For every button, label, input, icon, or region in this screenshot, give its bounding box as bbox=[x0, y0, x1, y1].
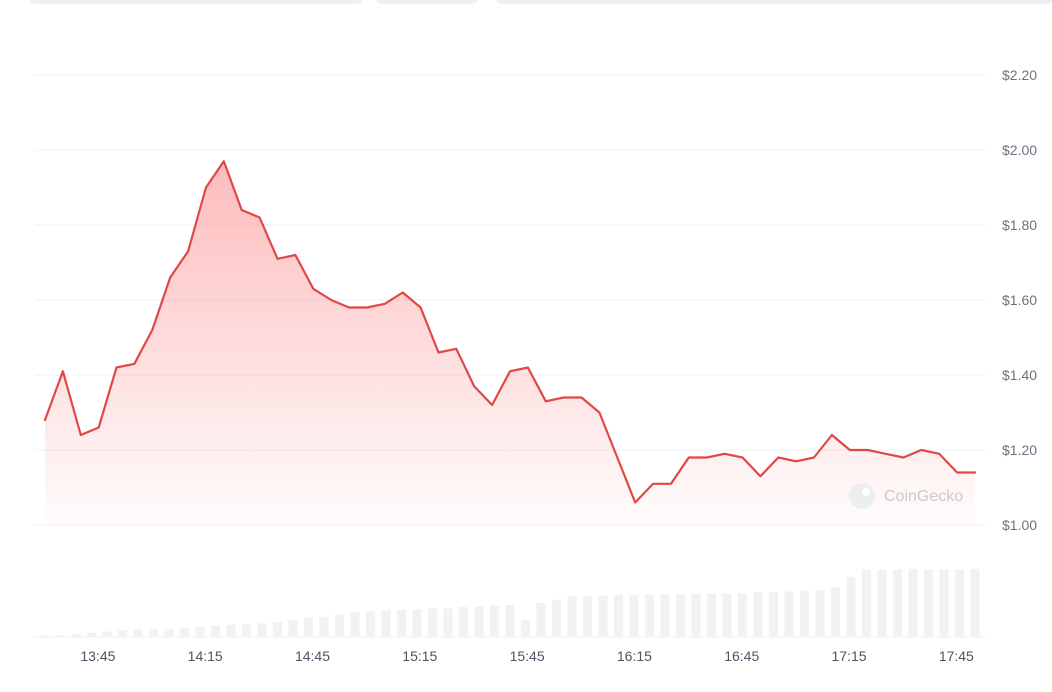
volume-bar bbox=[614, 594, 623, 637]
x-tick-label: 14:45 bbox=[295, 648, 330, 664]
volume-bar bbox=[908, 569, 918, 637]
volume-bar bbox=[831, 587, 840, 637]
x-axis: 13:45 14:15 14:45 15:15 15:45 16:15 16:45 17:15… bbox=[80, 648, 974, 664]
volume-bar bbox=[149, 628, 158, 637]
volume-bar bbox=[722, 593, 732, 637]
y-tick-label: $2.20 bbox=[1002, 67, 1037, 83]
volume-bar bbox=[133, 629, 143, 637]
volume-bar bbox=[505, 605, 515, 637]
volume-bar bbox=[288, 620, 298, 637]
y-axis: $2.20 $2.00 $1.80 $1.60 $1.40 $1.20 $1.00 bbox=[1002, 67, 1037, 533]
x-tick-label: 15:45 bbox=[510, 648, 545, 664]
volume-bar bbox=[40, 635, 50, 637]
volume-bar bbox=[211, 625, 220, 637]
volume-bar bbox=[707, 593, 716, 637]
volume-bar bbox=[924, 569, 933, 637]
x-tick-label: 16:45 bbox=[724, 648, 759, 664]
price-series-line bbox=[43, 160, 977, 504]
volume-bar bbox=[629, 594, 639, 637]
volume-bar bbox=[691, 593, 701, 637]
volume-bar bbox=[350, 612, 360, 637]
volume-bar bbox=[273, 622, 282, 637]
volume-bar bbox=[490, 605, 499, 637]
price-area bbox=[45, 161, 975, 526]
volume-bar bbox=[257, 623, 267, 637]
volume-bar bbox=[474, 606, 484, 637]
y-tick-label: $1.40 bbox=[1002, 367, 1037, 383]
volume-bar bbox=[459, 607, 468, 637]
volume-bar bbox=[660, 594, 670, 637]
top-tab-3[interactable] bbox=[496, 0, 1052, 4]
y-tick-label: $1.60 bbox=[1002, 292, 1037, 308]
coingecko-watermark: CoinGecko bbox=[849, 483, 963, 509]
volume-bar bbox=[304, 617, 313, 637]
volume-bar bbox=[428, 608, 437, 637]
volume-bar bbox=[536, 603, 546, 637]
volume-bar bbox=[862, 569, 871, 637]
volume-bar bbox=[102, 631, 112, 637]
watermark-text: CoinGecko bbox=[884, 488, 963, 505]
volume-bar bbox=[242, 624, 251, 637]
x-tick-label: 14:15 bbox=[188, 648, 223, 664]
volume-bar bbox=[893, 569, 902, 637]
x-tick-label: 15:15 bbox=[402, 648, 437, 664]
y-tick-label: $1.20 bbox=[1002, 442, 1037, 458]
volume-bar bbox=[195, 626, 205, 637]
volume-bar bbox=[753, 592, 763, 637]
top-tab-1[interactable] bbox=[30, 0, 362, 4]
volume-bar bbox=[366, 611, 375, 637]
volume-bar bbox=[583, 596, 592, 637]
price-area-fill bbox=[45, 161, 975, 526]
volume-bar bbox=[335, 614, 344, 637]
volume-bar bbox=[412, 609, 422, 637]
volume-bar bbox=[319, 616, 329, 637]
x-tick-label: 13:45 bbox=[80, 648, 115, 664]
volume-bar bbox=[970, 569, 980, 637]
x-tick-label: 16:15 bbox=[617, 648, 652, 664]
top-controls bbox=[0, 0, 1052, 8]
y-tick-label: $2.00 bbox=[1002, 142, 1037, 158]
volume-bar bbox=[784, 591, 794, 637]
top-tab-2[interactable] bbox=[376, 0, 478, 4]
volume-bar bbox=[738, 593, 747, 637]
volume-bar bbox=[676, 594, 685, 637]
volume-bar bbox=[552, 599, 561, 637]
volume-bar bbox=[180, 628, 189, 637]
volume-bar bbox=[939, 569, 949, 637]
volume-bar bbox=[598, 595, 608, 637]
volume-bar bbox=[877, 569, 887, 637]
volume-bar bbox=[769, 592, 778, 637]
volume-bar bbox=[381, 610, 391, 637]
volume-bar bbox=[815, 590, 825, 637]
volume-bar bbox=[226, 624, 236, 637]
volume-bars bbox=[40, 569, 980, 637]
y-tick-label: $1.00 bbox=[1002, 517, 1037, 533]
volume-bar bbox=[118, 630, 127, 637]
volume-bar bbox=[567, 596, 577, 637]
volume-bar bbox=[521, 620, 530, 637]
volume-bar bbox=[164, 628, 174, 637]
volume-bar bbox=[955, 569, 964, 637]
x-tick-label: 17:45 bbox=[939, 648, 974, 664]
volume-bar bbox=[87, 632, 96, 637]
volume-bar bbox=[800, 590, 809, 637]
gecko-logo-icon bbox=[849, 483, 875, 509]
volume-bar bbox=[443, 608, 453, 637]
x-tick-label: 17:15 bbox=[832, 648, 867, 664]
volume-bar bbox=[397, 609, 406, 637]
volume-bar bbox=[56, 634, 65, 637]
y-tick-label: $1.80 bbox=[1002, 217, 1037, 233]
volume-bar bbox=[846, 577, 856, 637]
volume-bar bbox=[71, 634, 81, 637]
volume-bar bbox=[645, 594, 654, 637]
price-line bbox=[43, 160, 977, 504]
